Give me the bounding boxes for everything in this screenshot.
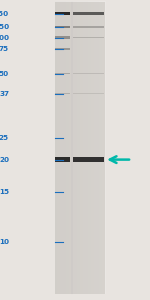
Bar bbox=[55, 157, 70, 162]
Text: 20: 20 bbox=[0, 157, 9, 163]
Text: 150: 150 bbox=[0, 24, 9, 30]
Bar bbox=[55, 73, 70, 74]
Bar bbox=[55, 93, 70, 94]
Text: 10: 10 bbox=[0, 238, 9, 244]
Text: 50: 50 bbox=[0, 70, 9, 76]
Text: 37: 37 bbox=[0, 91, 9, 97]
Bar bbox=[55, 2, 105, 294]
Bar bbox=[73, 93, 104, 94]
Bar bbox=[55, 36, 70, 38]
Bar bbox=[55, 26, 70, 28]
Bar bbox=[73, 37, 104, 38]
Bar bbox=[55, 48, 70, 50]
Text: 100: 100 bbox=[0, 34, 9, 40]
Bar bbox=[73, 26, 104, 28]
Text: 25: 25 bbox=[0, 135, 9, 141]
Bar bbox=[73, 73, 104, 74]
Bar bbox=[73, 12, 104, 15]
Text: 75: 75 bbox=[0, 46, 9, 52]
Bar bbox=[55, 11, 70, 15]
Text: 250: 250 bbox=[0, 11, 9, 16]
Text: 15: 15 bbox=[0, 189, 9, 195]
Bar bbox=[73, 157, 104, 162]
